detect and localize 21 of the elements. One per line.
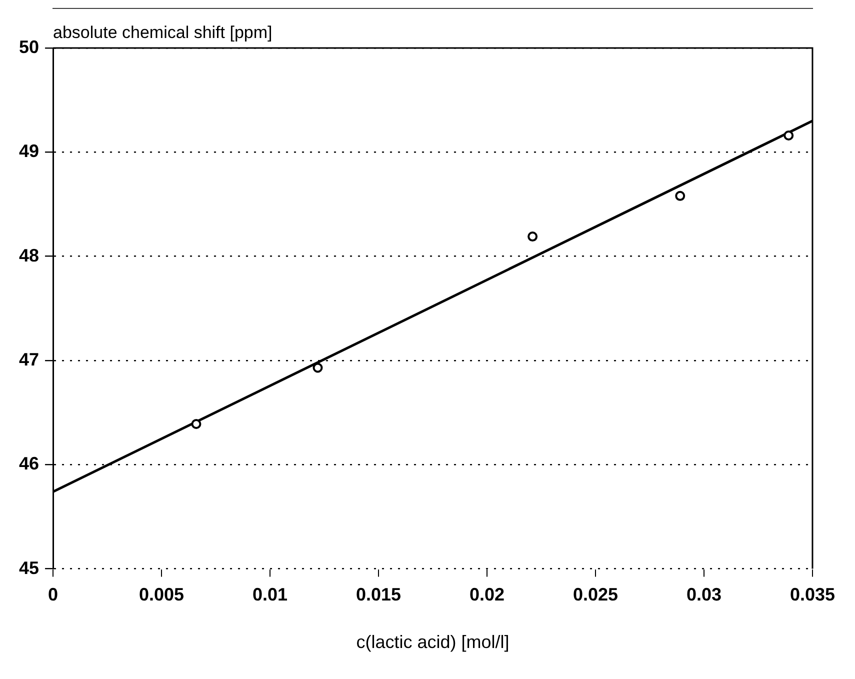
x-tick-label: 0.005 (138, 584, 184, 605)
x-tick-label: 0.01 (252, 584, 288, 605)
x-tick-label: 0.02 (469, 584, 505, 605)
y-tick-label: 48 (18, 245, 40, 266)
x-tick-label: 0.03 (686, 584, 722, 605)
x-tick-label: 0.015 (356, 584, 402, 605)
point (191, 419, 202, 430)
y-tick-label: 50 (18, 36, 40, 57)
y-tick-label: 47 (18, 349, 40, 370)
point (312, 362, 323, 373)
y-tick-label: 45 (18, 558, 40, 578)
x-tick-label: 0 (48, 584, 58, 605)
x-axis-title: c(lactic acid) [mol/l] (356, 632, 510, 652)
x-tick-label: 0.035 (790, 584, 835, 605)
point (784, 130, 794, 140)
y-axis-title: absolute chemical shift [ppm] (53, 23, 272, 42)
point (675, 190, 686, 201)
point (528, 232, 538, 242)
y-tick-label: 46 (18, 454, 40, 474)
y-tick-label: 49 (18, 141, 40, 162)
x-tick-label: 0.025 (572, 584, 618, 605)
